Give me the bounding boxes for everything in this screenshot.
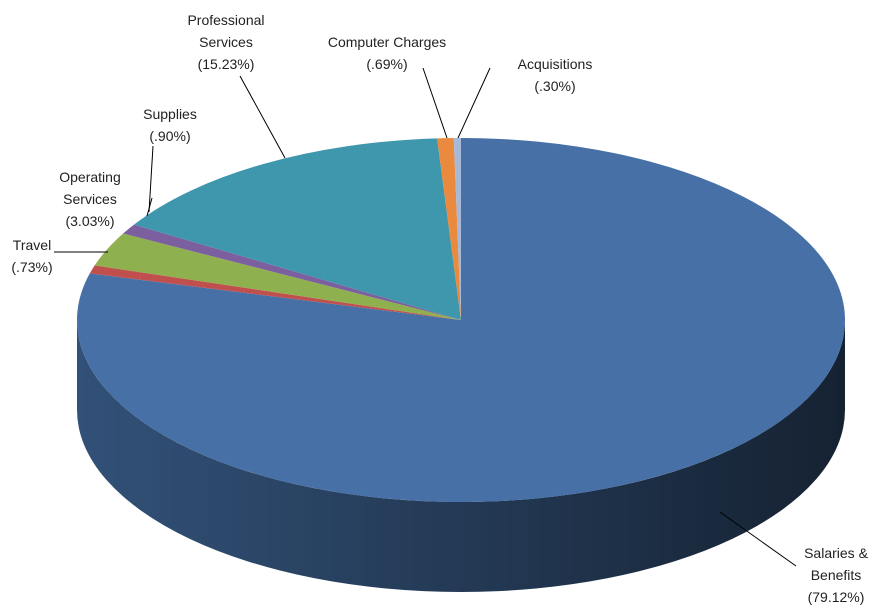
category-name: Computer Charges — [327, 34, 447, 50]
value-label: (3.03%) — [65, 213, 115, 229]
category-name: Acquisitions — [517, 56, 593, 72]
slice-label: Computer Charges (.69%) — [307, 31, 467, 75]
value-label: (.90%) — [149, 128, 191, 144]
value-label: (.69%) — [366, 56, 408, 72]
slice-label: Operating Services (3.03%) — [45, 166, 135, 232]
pie-slice — [89, 265, 461, 320]
pie-slice — [133, 138, 461, 320]
category-name: Travel — [12, 237, 52, 253]
value-label: (.73%) — [11, 259, 53, 275]
slice-label: Salaries & Benefits (79.12%) — [791, 542, 874, 606]
pie-slice — [453, 138, 461, 320]
leader-line — [148, 145, 154, 213]
slice-label: Travel (.73%) — [2, 234, 62, 278]
category-name: Operating Services — [59, 169, 121, 207]
value-label: (79.12%) — [807, 589, 865, 605]
pie-slice — [437, 138, 461, 320]
slice-label: Professional Services (15.23%) — [171, 9, 281, 75]
slice-label: Acquisitions (.30%) — [500, 53, 610, 97]
category-name: Professional Services — [187, 12, 265, 50]
pie-side — [77, 320, 845, 592]
pie-slice — [94, 233, 461, 320]
value-label: (15.23%) — [197, 56, 255, 72]
value-label: (.30%) — [534, 78, 576, 94]
leader-line — [719, 511, 797, 567]
slice-label: Supplies (.90%) — [125, 103, 215, 147]
leader-line — [422, 67, 448, 139]
leader-line — [239, 75, 286, 159]
category-name: Salaries & Benefits — [804, 545, 868, 583]
leader-line — [457, 67, 491, 139]
pie-slice — [123, 224, 461, 320]
category-name: Supplies — [143, 106, 197, 122]
